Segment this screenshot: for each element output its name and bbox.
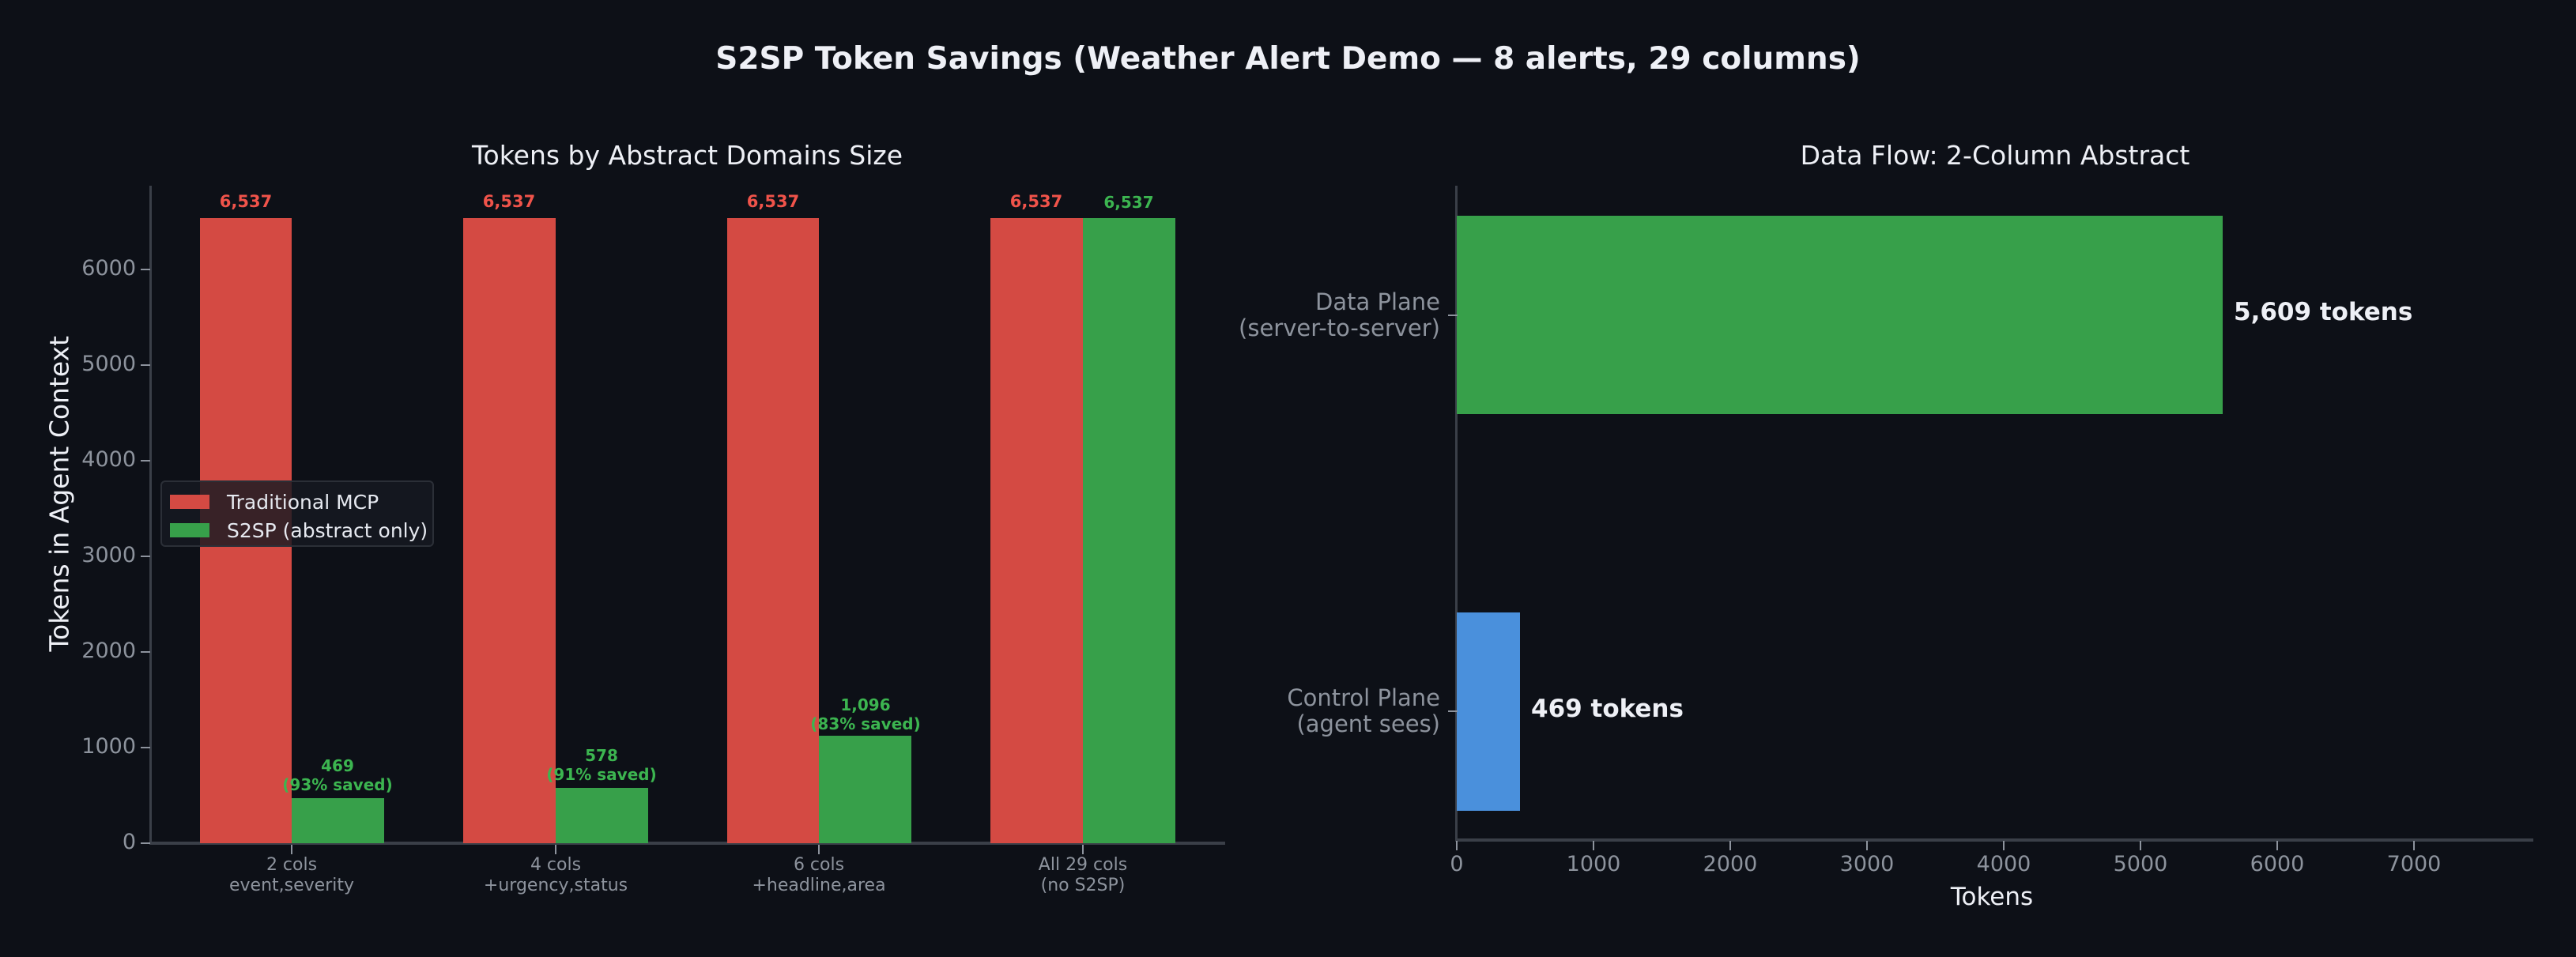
value-label-traditional: 6,537	[482, 192, 536, 211]
y-tick-label: 6000	[81, 256, 136, 281]
s2sp-value: 578	[585, 746, 618, 765]
bar-traditional-mcp	[463, 218, 556, 843]
x-tick-label: 1000	[1566, 852, 1621, 876]
x-category-label: 6 cols +headline,area	[716, 855, 922, 896]
x-tick	[1593, 841, 1594, 850]
s2sp-savings: (91% saved)	[546, 765, 657, 784]
category-line-2: (no S2SP)	[1040, 876, 1126, 895]
value-label-data-plane: 5,609 tokens	[2234, 298, 2413, 326]
right-x-axis-line	[1455, 838, 2533, 842]
category-line-1: 4 cols	[530, 855, 582, 875]
value-label-s2sp: 469 (93% saved)	[251, 756, 424, 794]
bar-s2sp	[556, 788, 648, 843]
left-chart-title: Tokens by Abstract Domains Size	[471, 140, 903, 171]
x-tick	[1866, 841, 1868, 850]
x-tick-label: 3000	[1839, 852, 1895, 876]
bar-data-plane	[1457, 216, 2223, 414]
category-line-2: event,severity	[228, 876, 354, 895]
s2sp-savings: (93% saved)	[282, 775, 393, 794]
bar-traditional-mcp	[990, 218, 1083, 843]
y-tick	[141, 651, 150, 653]
category-line-1: 2 cols	[266, 855, 318, 875]
y-tick-label: 3000	[81, 543, 136, 567]
category-line-1: All 29 cols	[1038, 855, 1128, 875]
x-tick	[1456, 841, 1458, 850]
bar-s2sp	[1083, 218, 1175, 843]
bar-s2sp	[292, 798, 384, 843]
value-label-s2sp: 578 (91% saved)	[515, 746, 688, 784]
x-category-label: All 29 cols (no S2SP)	[980, 855, 1186, 896]
legend-item-traditional-mcp: Traditional MCP	[170, 490, 379, 514]
category-line-2: +urgency,status	[483, 876, 628, 895]
left-y-axis-line	[149, 186, 152, 845]
y-category-label: Control Plane (agent sees)	[1203, 685, 1440, 737]
y-tick-label: 0	[122, 830, 136, 854]
x-tick	[818, 845, 820, 854]
x-category-label: 4 cols +urgency,status	[453, 855, 658, 896]
x-tick	[291, 845, 292, 854]
x-tick	[2276, 841, 2278, 850]
x-tick-label: 2000	[1703, 852, 1758, 876]
value-label-traditional: 6,537	[746, 192, 800, 211]
x-tick	[2413, 841, 2415, 850]
x-tick	[2003, 841, 2005, 850]
category-line-2: (server-to-server)	[1239, 315, 1440, 341]
x-tick-label: 0	[1450, 852, 1464, 876]
legend-swatch-green	[170, 523, 209, 537]
value-label-traditional: 6,537	[219, 192, 273, 211]
x-tick	[2140, 841, 2141, 850]
bar-control-plane	[1457, 612, 1520, 811]
y-tick	[141, 364, 150, 366]
y-tick	[1448, 710, 1458, 712]
bar-traditional-mcp	[727, 218, 819, 843]
s2sp-value: 6,537	[1103, 193, 1154, 212]
legend-swatch-red	[170, 495, 209, 509]
value-label-s2sp: 1,096 (83% saved)	[779, 695, 952, 733]
value-label-traditional: 6,537	[1009, 192, 1063, 211]
s2sp-savings: (83% saved)	[810, 714, 921, 733]
y-tick-label: 1000	[81, 734, 136, 759]
left-y-axis-label: Tokens in Agent Context	[43, 335, 75, 652]
chart-legend: Traditional MCP S2SP (abstract only)	[160, 480, 434, 547]
category-line-2: +headline,area	[752, 876, 886, 895]
x-tick-label: 5000	[2113, 852, 2168, 876]
right-chart-title: Data Flow: 2-Column Abstract	[1800, 140, 2190, 171]
x-tick-label: 4000	[1976, 852, 2031, 876]
s2sp-value: 469	[321, 756, 354, 775]
category-line-1: 6 cols	[793, 855, 845, 875]
x-tick	[1082, 845, 1084, 854]
y-tick	[141, 460, 150, 462]
legend-label: Traditional MCP	[227, 490, 379, 514]
right-x-axis-label: Tokens	[1950, 883, 2034, 911]
bar-s2sp	[819, 736, 911, 843]
y-tick-label: 2000	[81, 639, 136, 663]
category-line-2: (agent sees)	[1296, 710, 1440, 737]
y-tick	[141, 269, 150, 270]
x-tick-label: 6000	[2250, 852, 2305, 876]
right-y-axis-line	[1455, 186, 1458, 842]
category-line-1: Data Plane	[1315, 288, 1440, 315]
x-tick	[555, 845, 556, 854]
value-label-control-plane: 469 tokens	[1531, 695, 1684, 723]
x-category-label: 2 cols event,severity	[189, 855, 394, 896]
y-tick	[141, 842, 150, 844]
y-tick	[1448, 315, 1458, 316]
y-tick	[141, 747, 150, 748]
legend-label: S2SP (abstract only)	[227, 518, 428, 542]
x-tick	[1729, 841, 1731, 850]
left-x-axis-line	[149, 842, 1225, 845]
y-tick-label: 4000	[81, 447, 136, 472]
category-line-1: Control Plane	[1287, 684, 1440, 711]
y-category-label: Data Plane (server-to-server)	[1203, 289, 1440, 341]
figure-title: S2SP Token Savings (Weather Alert Demo —…	[715, 41, 1861, 77]
value-label-s2sp: 6,537	[1042, 193, 1216, 212]
y-tick-label: 5000	[81, 352, 136, 376]
legend-item-s2sp: S2SP (abstract only)	[170, 518, 428, 542]
x-tick-label: 7000	[2386, 852, 2442, 876]
y-tick	[141, 556, 150, 557]
s2sp-value: 1,096	[840, 695, 891, 714]
